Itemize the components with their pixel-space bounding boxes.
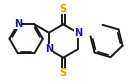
Text: S: S bbox=[60, 4, 67, 14]
Text: N: N bbox=[74, 28, 82, 38]
Text: N: N bbox=[14, 19, 22, 29]
Text: N: N bbox=[45, 44, 53, 54]
Text: S: S bbox=[60, 68, 67, 78]
